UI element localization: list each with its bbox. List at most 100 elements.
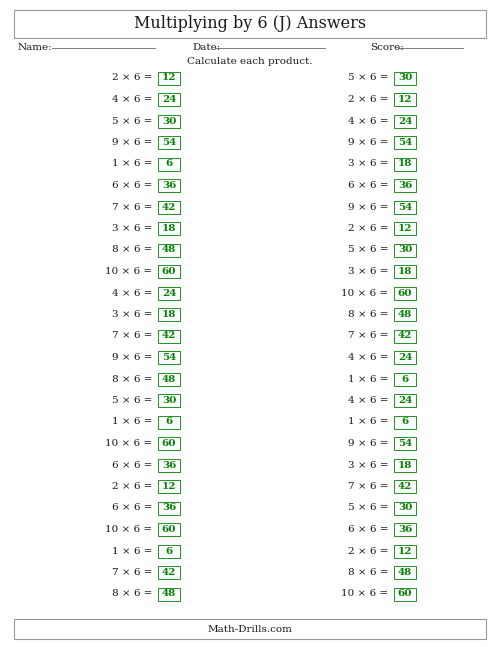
FancyBboxPatch shape [158, 72, 180, 85]
FancyBboxPatch shape [394, 72, 416, 85]
Text: 30: 30 [162, 116, 176, 126]
Text: 10 × 6 =: 10 × 6 = [105, 267, 152, 276]
Text: 1 × 6 =: 1 × 6 = [112, 547, 152, 556]
Text: 3 × 6 =: 3 × 6 = [112, 224, 152, 233]
FancyBboxPatch shape [158, 222, 180, 235]
FancyBboxPatch shape [158, 373, 180, 386]
Text: 48: 48 [162, 589, 176, 598]
FancyBboxPatch shape [158, 201, 180, 214]
Text: 7 × 6 =: 7 × 6 = [112, 568, 152, 577]
Text: 6: 6 [402, 375, 408, 384]
Text: 7 × 6 =: 7 × 6 = [348, 482, 388, 491]
FancyBboxPatch shape [158, 179, 180, 192]
Text: 42: 42 [162, 203, 176, 212]
Text: 24: 24 [398, 116, 412, 126]
FancyBboxPatch shape [394, 480, 416, 493]
Text: 36: 36 [162, 503, 176, 512]
FancyBboxPatch shape [394, 394, 416, 407]
Text: 7 × 6 =: 7 × 6 = [112, 203, 152, 212]
Text: 30: 30 [398, 503, 412, 512]
FancyBboxPatch shape [394, 501, 416, 514]
FancyBboxPatch shape [394, 157, 416, 171]
Text: 60: 60 [162, 267, 176, 276]
Text: 5 × 6 =: 5 × 6 = [348, 245, 388, 254]
FancyBboxPatch shape [158, 545, 180, 558]
Text: 2 × 6 =: 2 × 6 = [112, 74, 152, 83]
FancyBboxPatch shape [394, 222, 416, 235]
Text: 9 × 6 =: 9 × 6 = [112, 353, 152, 362]
Text: 24: 24 [398, 353, 412, 362]
Text: 60: 60 [162, 525, 176, 534]
Text: 1 × 6 =: 1 × 6 = [348, 375, 388, 384]
Text: 48: 48 [162, 375, 176, 384]
FancyBboxPatch shape [394, 201, 416, 214]
Text: Date:: Date: [192, 43, 220, 52]
Text: 10 × 6 =: 10 × 6 = [105, 525, 152, 534]
FancyBboxPatch shape [158, 351, 180, 364]
FancyBboxPatch shape [158, 566, 180, 579]
Text: 12: 12 [398, 224, 412, 233]
Text: 36: 36 [162, 181, 176, 190]
Text: 3 × 6 =: 3 × 6 = [348, 267, 388, 276]
Text: 9 × 6 =: 9 × 6 = [348, 439, 388, 448]
Text: 4 × 6 =: 4 × 6 = [348, 116, 388, 126]
FancyBboxPatch shape [394, 308, 416, 321]
Text: Multiplying by 6 (J) Answers: Multiplying by 6 (J) Answers [134, 16, 366, 32]
Text: 54: 54 [398, 203, 412, 212]
Text: 10 × 6 =: 10 × 6 = [341, 289, 388, 298]
FancyBboxPatch shape [158, 587, 180, 600]
Text: Calculate each product.: Calculate each product. [187, 56, 313, 65]
Text: Name:: Name: [18, 43, 52, 52]
Text: 9 × 6 =: 9 × 6 = [348, 203, 388, 212]
FancyBboxPatch shape [158, 93, 180, 106]
Text: 3 × 6 =: 3 × 6 = [348, 461, 388, 470]
Text: 9 × 6 =: 9 × 6 = [112, 138, 152, 147]
Text: 5 × 6 =: 5 × 6 = [348, 74, 388, 83]
Text: 42: 42 [162, 568, 176, 577]
Text: 6: 6 [166, 417, 172, 426]
FancyBboxPatch shape [394, 265, 416, 278]
Text: 1 × 6 =: 1 × 6 = [348, 417, 388, 426]
Text: 24: 24 [162, 95, 176, 104]
Text: 60: 60 [162, 439, 176, 448]
Text: 24: 24 [398, 396, 412, 405]
Text: 36: 36 [398, 525, 412, 534]
Text: 18: 18 [162, 310, 176, 319]
Text: 10 × 6 =: 10 × 6 = [105, 439, 152, 448]
FancyBboxPatch shape [394, 115, 416, 127]
Text: 5 × 6 =: 5 × 6 = [348, 503, 388, 512]
Text: 42: 42 [398, 482, 412, 491]
Text: 12: 12 [162, 482, 176, 491]
Text: 2 × 6 =: 2 × 6 = [348, 95, 388, 104]
Text: 18: 18 [398, 160, 412, 168]
Text: 36: 36 [398, 181, 412, 190]
FancyBboxPatch shape [394, 373, 416, 386]
Text: 1 × 6 =: 1 × 6 = [112, 417, 152, 426]
Text: 8 × 6 =: 8 × 6 = [348, 568, 388, 577]
Text: 54: 54 [398, 138, 412, 147]
Text: 18: 18 [398, 461, 412, 470]
FancyBboxPatch shape [158, 265, 180, 278]
Text: 5 × 6 =: 5 × 6 = [112, 116, 152, 126]
Text: 6 × 6 =: 6 × 6 = [348, 525, 388, 534]
FancyBboxPatch shape [158, 415, 180, 428]
FancyBboxPatch shape [158, 394, 180, 407]
FancyBboxPatch shape [158, 243, 180, 256]
FancyBboxPatch shape [158, 157, 180, 171]
FancyBboxPatch shape [158, 329, 180, 342]
Text: 2 × 6 =: 2 × 6 = [112, 482, 152, 491]
Text: 6 × 6 =: 6 × 6 = [112, 503, 152, 512]
Text: 7 × 6 =: 7 × 6 = [112, 331, 152, 340]
FancyBboxPatch shape [158, 287, 180, 300]
Text: 48: 48 [398, 310, 412, 319]
Text: 60: 60 [398, 589, 412, 598]
FancyBboxPatch shape [394, 437, 416, 450]
FancyBboxPatch shape [14, 619, 486, 639]
FancyBboxPatch shape [394, 93, 416, 106]
Text: 8 × 6 =: 8 × 6 = [112, 375, 152, 384]
Text: 6: 6 [166, 160, 172, 168]
Text: 5 × 6 =: 5 × 6 = [112, 396, 152, 405]
FancyBboxPatch shape [394, 545, 416, 558]
FancyBboxPatch shape [158, 523, 180, 536]
Text: 48: 48 [398, 568, 412, 577]
